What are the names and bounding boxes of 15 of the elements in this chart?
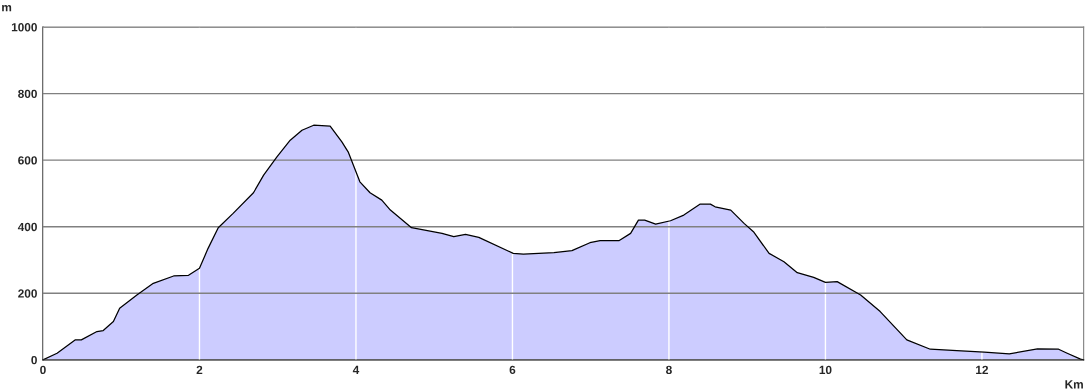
x-tick-label: 8 <box>666 365 672 375</box>
y-tick-label: 400 <box>17 222 37 232</box>
x-tick-label: 2 <box>196 365 203 374</box>
x-tick-label: 0 <box>40 365 46 375</box>
y-axis-title: m <box>2 4 12 12</box>
x-tick-label: 10 <box>819 365 832 375</box>
y-tick-label: 1000 <box>11 23 37 32</box>
y-tick-label: 800 <box>18 89 37 98</box>
y-tick-label: 0 <box>31 355 37 365</box>
y-tick-label: 600 <box>18 156 37 165</box>
x-tick-label: 4 <box>352 365 360 374</box>
x-axis-title: Km <box>1065 380 1083 389</box>
y-tick-label: 200 <box>18 289 37 298</box>
x-tick-label: 12 <box>976 365 989 374</box>
x-tick-label: 6 <box>509 365 516 375</box>
